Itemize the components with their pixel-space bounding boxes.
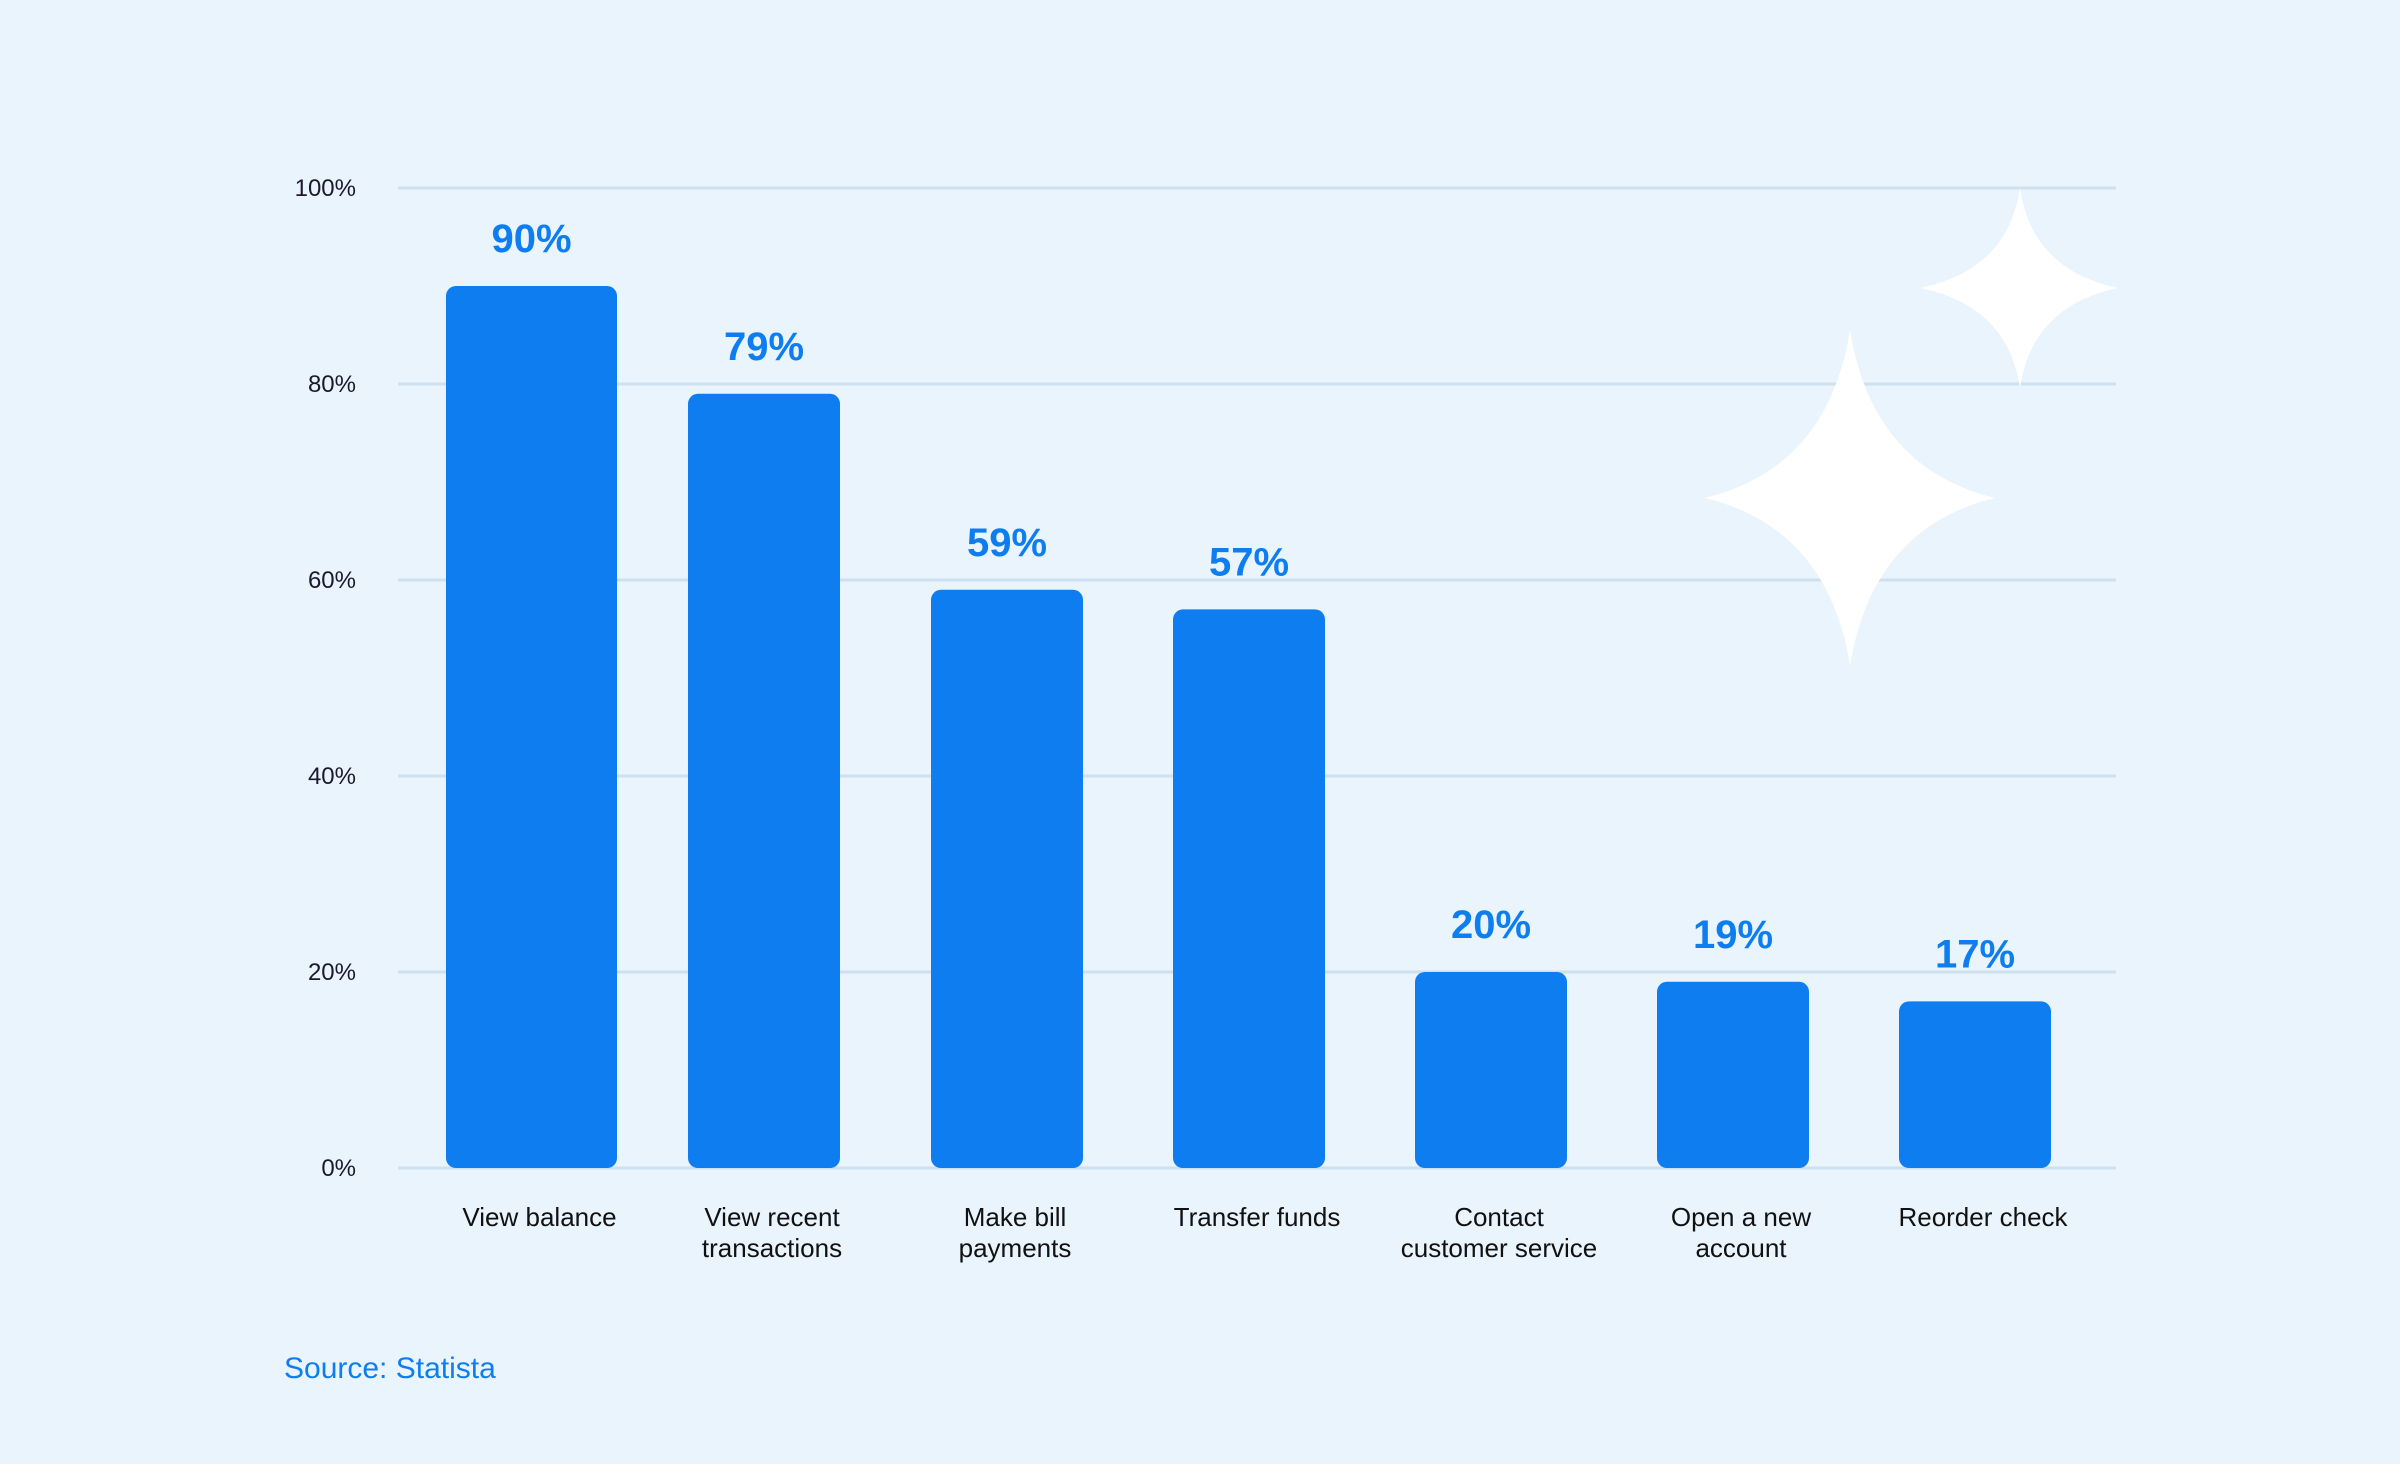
bar — [1173, 609, 1325, 1168]
bar-value-label: 20% — [1451, 903, 1531, 947]
bar — [1899, 1001, 2051, 1168]
y-tick-label: 40% — [308, 763, 356, 790]
bar — [1415, 972, 1567, 1168]
bars — [446, 286, 2051, 1168]
y-tick-label: 100% — [295, 175, 356, 202]
bar-value-label: 19% — [1693, 913, 1773, 957]
bar — [446, 286, 617, 1168]
x-category-label: View recent transactions — [702, 1202, 842, 1263]
x-axis-category-labels: View balance View recent transactions Make … — [462, 1202, 2068, 1263]
bar — [931, 589, 1083, 1168]
x-category-label: Reorder check — [1898, 1202, 2068, 1232]
bar-value-label: 17% — [1935, 932, 2015, 976]
value-labels: 90% 79% 59% 57% 20% 19% 17% — [491, 217, 2015, 976]
x-category-label: Make bill payments — [959, 1202, 1072, 1263]
source-note: Source: Statista — [284, 1352, 496, 1385]
x-category-label: Open a new account — [1671, 1202, 1811, 1263]
y-tick-label: 60% — [308, 567, 356, 594]
y-axis: 0% 20% 40% 60% 80% 100% — [295, 175, 356, 1182]
bar — [688, 393, 840, 1168]
bar-value-label: 57% — [1209, 540, 1289, 584]
y-tick-label: 80% — [308, 371, 356, 398]
x-category-label: Contact customer service — [1401, 1202, 1598, 1263]
y-tick-label: 0% — [321, 1155, 356, 1182]
x-category-label: Transfer funds — [1174, 1202, 1341, 1232]
bar-value-label: 90% — [491, 217, 571, 261]
x-category-label: View balance — [462, 1202, 616, 1232]
large-sparkle-icon — [1705, 330, 1995, 666]
sparkle-decoration — [1705, 188, 2118, 666]
small-sparkle-icon — [1920, 188, 2118, 388]
bar-value-label: 59% — [967, 521, 1047, 565]
bar-value-label: 79% — [724, 325, 804, 369]
bar — [1657, 981, 1809, 1168]
y-tick-label: 20% — [308, 959, 356, 986]
